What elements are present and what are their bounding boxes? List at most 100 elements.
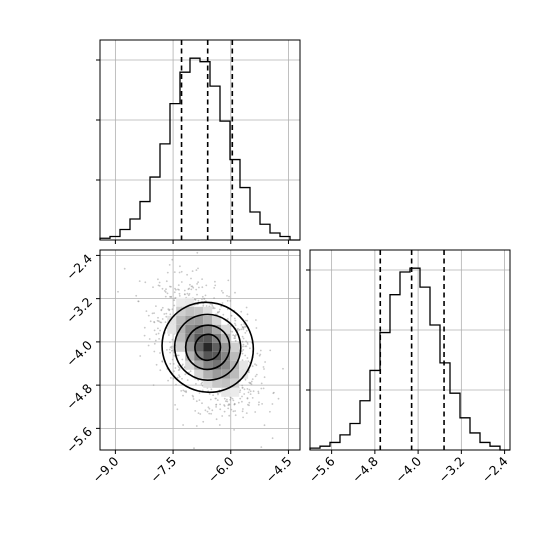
histogram-y-bar bbox=[440, 363, 450, 450]
sample-point bbox=[217, 392, 219, 395]
sample-point bbox=[208, 393, 211, 395]
sample-point bbox=[187, 294, 190, 297]
scatter-frame bbox=[99, 249, 301, 451]
scatter-xy-panel: −9.0 −7.5 −6.0 −4.5 −2.4 −3.2 −4.0 −4.8 −5.6 bbox=[63, 249, 301, 486]
histogram-y-bar bbox=[470, 433, 480, 450]
sample-point bbox=[229, 396, 232, 399]
sample-point bbox=[191, 270, 194, 272]
sample-point bbox=[241, 352, 244, 355]
sample-point bbox=[147, 314, 150, 317]
sample-point bbox=[242, 345, 244, 348]
sample-point bbox=[244, 319, 247, 322]
density-cell bbox=[203, 342, 213, 352]
sample-point bbox=[209, 398, 212, 401]
sample-point bbox=[238, 328, 241, 331]
density-cell bbox=[194, 306, 204, 316]
histogram-x-step bbox=[99, 57, 300, 241]
histogram-y-bar bbox=[390, 295, 400, 450]
sample-point bbox=[263, 376, 266, 379]
scatter-xtick-label: −9.0 bbox=[89, 453, 121, 485]
sample-point bbox=[208, 407, 211, 410]
sample-point bbox=[154, 339, 157, 342]
sample-point bbox=[183, 289, 186, 292]
sample-point bbox=[173, 291, 176, 294]
histogram-y-xtick-label: −4.0 bbox=[392, 453, 424, 485]
sample-point bbox=[171, 338, 174, 341]
sample-point bbox=[229, 398, 232, 401]
sample-point bbox=[165, 312, 168, 315]
sample-point bbox=[249, 382, 252, 385]
density-cell bbox=[203, 315, 213, 325]
sample-point bbox=[195, 269, 198, 271]
sample-point bbox=[174, 296, 177, 299]
sample-point bbox=[161, 306, 164, 309]
histogram-y-bar bbox=[490, 446, 500, 450]
histogram-x-bar bbox=[250, 212, 260, 240]
sample-point bbox=[205, 305, 208, 307]
scatter-density bbox=[167, 297, 249, 397]
density-cell bbox=[203, 306, 213, 316]
sample-point bbox=[260, 382, 263, 385]
histogram-y-bar bbox=[360, 401, 370, 450]
sample-point bbox=[240, 323, 243, 326]
histogram-x-bar bbox=[270, 233, 280, 240]
sample-point bbox=[178, 295, 181, 297]
histogram-x-bar bbox=[280, 237, 290, 240]
sample-point bbox=[226, 400, 229, 403]
sample-point bbox=[228, 414, 231, 417]
histogram-x-bar bbox=[110, 237, 120, 240]
sample-point bbox=[184, 373, 187, 376]
histogram-y-grid bbox=[310, 250, 510, 450]
sample-point bbox=[241, 395, 243, 398]
histogram-y-xtick-label: −5.6 bbox=[306, 453, 338, 485]
sample-point bbox=[197, 267, 199, 270]
sample-point bbox=[195, 288, 198, 291]
histogram-x-bar bbox=[170, 104, 180, 240]
sample-point bbox=[202, 420, 205, 423]
sample-point bbox=[210, 388, 213, 391]
sample-point bbox=[244, 332, 247, 334]
sample-point bbox=[164, 291, 167, 293]
sample-point bbox=[185, 390, 188, 392]
sample-point bbox=[215, 406, 218, 408]
density-cell bbox=[230, 387, 240, 397]
sample-point bbox=[220, 290, 223, 292]
sample-point bbox=[201, 295, 204, 298]
sample-point bbox=[192, 286, 195, 289]
sample-point bbox=[255, 373, 258, 376]
sample-point bbox=[242, 328, 245, 331]
histogram-y-xtick-label: −2.4 bbox=[479, 453, 511, 485]
sample-point bbox=[248, 371, 250, 374]
sample-point bbox=[218, 310, 221, 313]
sample-point bbox=[170, 349, 173, 352]
sample-point bbox=[153, 350, 156, 353]
histogram-y-bar bbox=[350, 423, 360, 450]
sample-point bbox=[209, 303, 212, 305]
sample-point bbox=[197, 281, 200, 284]
scatter-contours bbox=[161, 301, 255, 394]
sample-point bbox=[235, 334, 238, 336]
sample-point bbox=[259, 349, 262, 352]
sample-point bbox=[251, 378, 254, 380]
sample-point bbox=[226, 398, 228, 401]
sample-point bbox=[194, 299, 197, 301]
sample-point bbox=[246, 341, 249, 344]
sample-point bbox=[226, 295, 228, 297]
sample-point bbox=[170, 345, 173, 348]
density-cell bbox=[230, 378, 240, 388]
sample-point bbox=[196, 283, 199, 285]
sample-point bbox=[176, 354, 179, 357]
histogram-y-step bbox=[309, 267, 510, 451]
sample-point bbox=[138, 280, 141, 282]
sample-point bbox=[220, 305, 223, 308]
sample-point bbox=[256, 352, 259, 355]
sample-point bbox=[223, 410, 226, 413]
sample-point bbox=[183, 390, 186, 393]
sample-point bbox=[117, 290, 119, 293]
sample-point bbox=[166, 271, 169, 274]
sample-point bbox=[181, 358, 184, 361]
sample-point bbox=[197, 412, 200, 414]
sample-point bbox=[246, 388, 249, 390]
histogram-x-bar bbox=[240, 188, 250, 240]
sample-point bbox=[195, 383, 197, 385]
